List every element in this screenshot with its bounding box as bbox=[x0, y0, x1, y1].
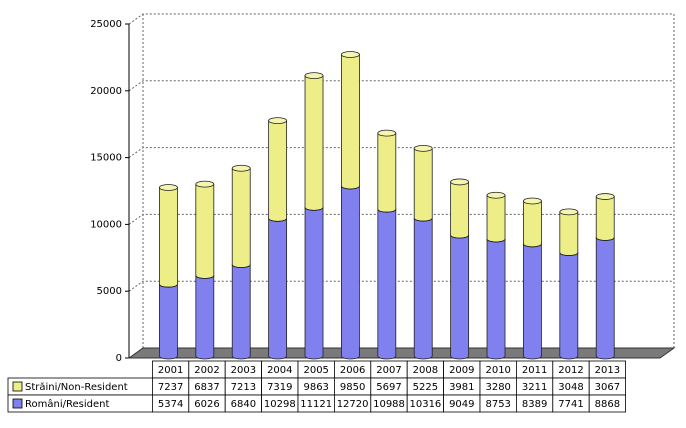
bar-resident bbox=[305, 207, 323, 359]
bar-top-cap bbox=[159, 185, 177, 191]
bar-resident bbox=[487, 239, 505, 359]
bar-non-resident bbox=[341, 54, 359, 189]
table-header-label: 2006 bbox=[340, 365, 365, 376]
bar-non-resident bbox=[232, 168, 250, 267]
bar-top-cap bbox=[451, 179, 469, 185]
bar-non-resident bbox=[378, 133, 396, 212]
bar-resident bbox=[414, 218, 432, 359]
table-header-label: 2011 bbox=[522, 365, 547, 376]
table-value: 8753 bbox=[485, 399, 510, 410]
table-value: 6837 bbox=[194, 382, 219, 393]
bar-non-resident bbox=[596, 197, 614, 241]
legend-entry: Români/Resident bbox=[25, 398, 109, 410]
table-header-label: 2008 bbox=[413, 365, 438, 376]
legend-swatch bbox=[13, 382, 22, 391]
bar-resident bbox=[596, 238, 614, 359]
y-tick-label: 10000 bbox=[90, 219, 122, 230]
bar-non-resident bbox=[487, 195, 505, 242]
bar-resident bbox=[159, 284, 177, 359]
table-value: 11121 bbox=[300, 399, 332, 410]
y-tick-label: 15000 bbox=[90, 153, 122, 164]
bar-non-resident bbox=[451, 182, 469, 238]
table-value: 3067 bbox=[595, 382, 620, 393]
table-value: 12720 bbox=[337, 399, 369, 410]
table-header-label: 2009 bbox=[449, 365, 474, 376]
gridline bbox=[129, 148, 674, 158]
bars bbox=[159, 51, 614, 359]
bar-resident bbox=[451, 235, 469, 359]
table-value: 5225 bbox=[413, 382, 438, 393]
table-header-label: 2004 bbox=[267, 365, 292, 376]
table-value: 8868 bbox=[595, 399, 620, 410]
bar-top-cap bbox=[487, 192, 505, 198]
table-header-label: 2003 bbox=[231, 365, 256, 376]
table-header-label: 2007 bbox=[376, 365, 401, 376]
table-value: 7213 bbox=[231, 382, 256, 393]
table-value: 8389 bbox=[522, 399, 547, 410]
table-header-label: 2012 bbox=[558, 365, 583, 376]
y-tick-label: 20000 bbox=[90, 86, 122, 97]
table-value: 6026 bbox=[194, 399, 219, 410]
table-header-label: 2005 bbox=[303, 365, 328, 376]
y-tick-label: 5000 bbox=[97, 286, 122, 297]
bar-non-resident bbox=[560, 212, 578, 256]
table-value: 10316 bbox=[409, 399, 441, 410]
data-table: 2001 2002 2003 2004 2005 2006 2007 2008 2009 2010… bbox=[8, 361, 626, 412]
table-value: 3981 bbox=[449, 382, 474, 393]
bar-top-cap bbox=[378, 130, 396, 136]
table-value: 10988 bbox=[373, 399, 405, 410]
bar-resident bbox=[269, 218, 287, 359]
legend-entry: Străini/Non-Resident bbox=[25, 382, 128, 393]
y-tick-label: 0 bbox=[116, 353, 122, 364]
bar-top-cap bbox=[596, 194, 614, 200]
bar-top-cap bbox=[196, 181, 214, 187]
table-value: 7237 bbox=[158, 382, 183, 393]
table-header-label: 2013 bbox=[595, 365, 620, 376]
bar-non-resident bbox=[305, 76, 323, 211]
bar-resident bbox=[523, 244, 541, 359]
table-value: 7319 bbox=[267, 382, 292, 393]
bar-top-cap bbox=[523, 198, 541, 204]
table-value: 5697 bbox=[376, 382, 401, 393]
table-value: 10298 bbox=[264, 399, 296, 410]
bar-resident bbox=[196, 275, 214, 359]
gridline bbox=[129, 81, 674, 91]
bar-resident bbox=[232, 265, 250, 359]
table-value: 9850 bbox=[340, 382, 365, 393]
table-value: 3211 bbox=[522, 382, 547, 393]
table-value: 6840 bbox=[231, 399, 256, 410]
table-value: 9863 bbox=[303, 382, 328, 393]
table-value: 5374 bbox=[158, 399, 183, 410]
bar-resident bbox=[560, 253, 578, 359]
bar-resident bbox=[341, 186, 359, 359]
bar-non-resident bbox=[269, 121, 287, 222]
bar-top-cap bbox=[341, 51, 359, 57]
bar-non-resident bbox=[159, 188, 177, 288]
bar-top-cap bbox=[269, 118, 287, 124]
table-value: 3048 bbox=[558, 382, 583, 393]
legend-swatch bbox=[13, 399, 22, 408]
table-value: 9049 bbox=[449, 399, 474, 410]
table-header-label: 2001 bbox=[158, 365, 183, 376]
table-header-label: 2010 bbox=[485, 365, 510, 376]
table-header-label: 2002 bbox=[194, 365, 219, 376]
table-value: 3280 bbox=[485, 382, 510, 393]
bar-non-resident bbox=[523, 201, 541, 247]
bar-resident bbox=[378, 209, 396, 359]
bar-non-resident bbox=[196, 184, 214, 278]
bar-non-resident bbox=[414, 148, 432, 221]
bar-top-cap bbox=[232, 165, 250, 171]
gridline bbox=[129, 14, 674, 24]
y-tick-label: 25000 bbox=[90, 19, 122, 30]
bar-top-cap bbox=[305, 73, 323, 79]
table-value: 7741 bbox=[558, 399, 583, 410]
bar-top-cap bbox=[414, 145, 432, 151]
bar-top-cap bbox=[560, 209, 578, 215]
